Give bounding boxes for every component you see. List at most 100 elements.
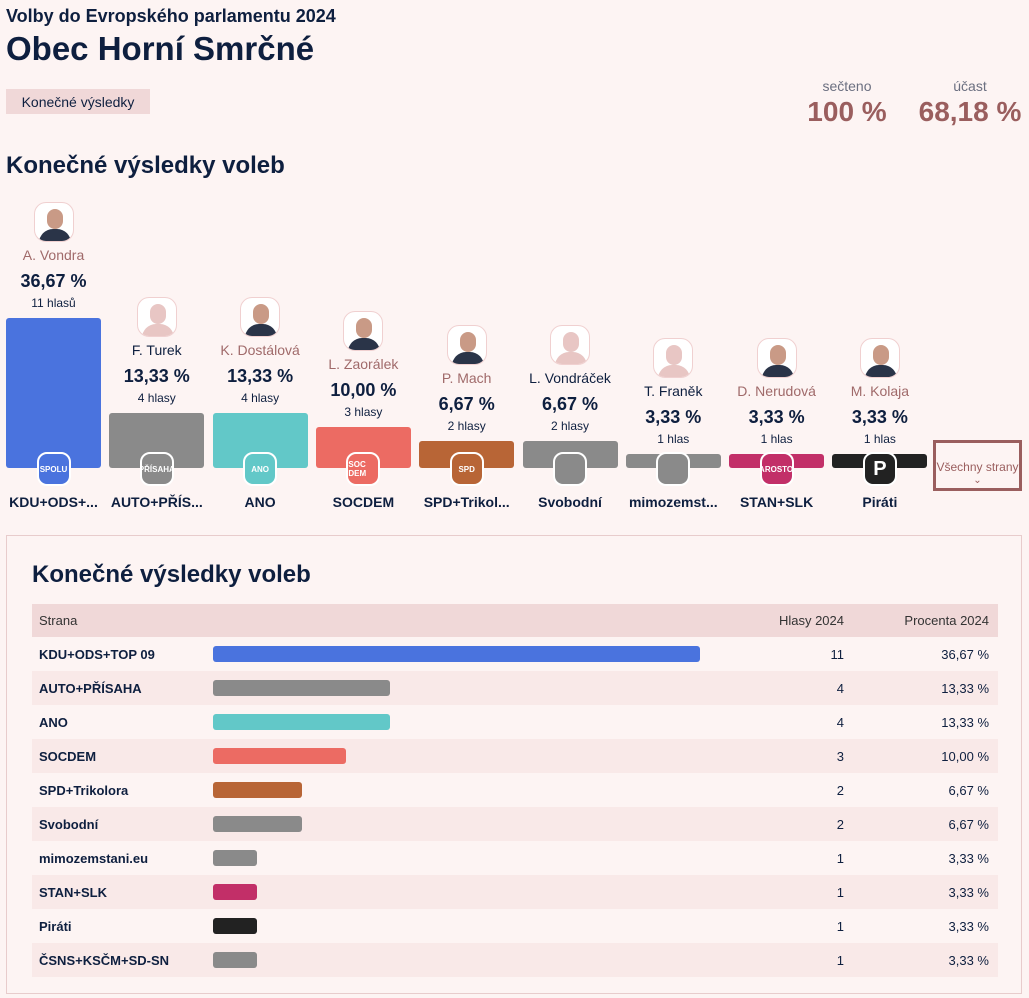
party-label[interactable]: SPD+Trikol... xyxy=(423,494,510,510)
section-title: Konečné výsledky voleb xyxy=(6,152,285,179)
row-bar-cell xyxy=(213,680,700,696)
candidate-name: A. Vondra xyxy=(22,246,85,263)
election-subtitle: Volby do Evropského parlamentu 2024 xyxy=(6,6,336,26)
candidate-name: P. Mach xyxy=(441,369,492,386)
party-column[interactable]: L. Zaorálek 10,00 % 3 hlasy xyxy=(315,190,411,468)
candidate-name: L. Zaorálek xyxy=(328,356,399,372)
row-percent: 3,33 % xyxy=(948,850,989,866)
party-logo-icon: STAROSTOVÉ xyxy=(759,452,794,486)
party-votes: 11 hlasů xyxy=(31,295,76,310)
candidate-photo xyxy=(136,297,177,338)
party-column[interactable]: K. Dostálová 13,33 % 4 hlasy xyxy=(212,190,308,468)
turnout-stat: účast 68,18 % xyxy=(914,78,1026,128)
party-percent: 36,67 % xyxy=(20,270,87,291)
table-row: SPD+Trikolora 2 6,67 % xyxy=(32,773,998,807)
table-row: Svobodní 2 6,67 % xyxy=(32,807,998,841)
party-percent: 3,33 % xyxy=(645,407,702,428)
row-bar xyxy=(213,782,302,798)
results-table-panel: Konečné výsledky voleb Strana Hlasy 2024… xyxy=(6,535,1022,994)
row-bar-cell xyxy=(213,748,700,764)
candidate-name: T. Franěk xyxy=(644,383,703,400)
row-bar xyxy=(213,714,391,730)
row-votes: 1 xyxy=(836,850,844,866)
row-votes: 4 xyxy=(836,680,844,696)
party-logo-icon: PŘÍSAHA xyxy=(139,452,174,486)
row-bar xyxy=(213,884,258,900)
party-logo-icon: SOC DEM xyxy=(346,452,381,486)
party-label[interactable]: STAN+SLK xyxy=(739,494,814,510)
party-label[interactable]: Piráti xyxy=(862,494,898,510)
party-logo-icon xyxy=(553,452,587,486)
row-bar xyxy=(213,816,302,832)
row-bar xyxy=(213,748,346,764)
row-percent: 3,33 % xyxy=(948,884,989,900)
party-percent: 13,33 % xyxy=(123,366,190,387)
party-column[interactable]: L. Vondráček 6,67 % 2 hlasy xyxy=(522,190,618,468)
row-bar-cell xyxy=(213,816,700,832)
page-title: Obec Horní Smrčné xyxy=(6,30,315,67)
row-percent: 3,33 % xyxy=(948,918,989,934)
row-bar-cell xyxy=(213,782,700,798)
row-bar-cell xyxy=(213,714,700,730)
header-party: Strana xyxy=(39,613,78,628)
party-logo-icon: SPOLU xyxy=(36,452,71,486)
turnout-value: 68,18 % xyxy=(918,96,1022,127)
row-bar-cell xyxy=(213,918,700,934)
candidate-photo xyxy=(859,338,900,379)
candidate-name: F. Turek xyxy=(131,342,182,359)
party-label[interactable]: SOCDEM xyxy=(332,494,395,510)
row-party-name: Piráti xyxy=(39,918,72,934)
party-percent: 13,33 % xyxy=(227,366,294,387)
candidate-photo xyxy=(33,201,74,242)
row-party-name: Svobodní xyxy=(39,816,99,832)
all-parties-button[interactable]: Všechny strany ⌄ xyxy=(933,440,1022,491)
header-votes: Hlasy 2024 xyxy=(778,613,844,628)
row-votes: 1 xyxy=(836,952,844,968)
party-label[interactable]: KDU+ODS+... xyxy=(9,494,98,510)
row-party-name: KDU+ODS+TOP 09 xyxy=(39,646,155,662)
candidate-photo xyxy=(343,311,384,351)
candidate-name: D. Nerudová xyxy=(737,383,816,400)
row-percent: 10,00 % xyxy=(941,748,989,764)
party-column[interactable]: M. Kolaja 3,33 % 1 hlas xyxy=(832,190,928,468)
row-party-name: AUTO+PŘÍSAHA xyxy=(39,680,142,696)
row-votes: 1 xyxy=(836,884,844,900)
party-bar xyxy=(6,317,101,468)
header-percent: Procenta 2024 xyxy=(904,613,989,628)
party-column[interactable]: D. Nerudová 3,33 % 1 hlas xyxy=(729,190,825,468)
row-bar xyxy=(213,952,258,968)
table-title: Konečné výsledky voleb xyxy=(32,561,311,588)
party-percent: 6,67 % xyxy=(541,393,599,414)
counted-label: sečteno xyxy=(822,78,872,94)
party-column[interactable]: F. Turek 13,33 % 4 hlasy xyxy=(109,190,205,468)
row-votes: 4 xyxy=(836,714,844,730)
row-bar xyxy=(213,646,700,662)
party-label[interactable]: ANO xyxy=(244,494,276,510)
row-percent: 13,33 % xyxy=(941,680,989,696)
row-votes: 1 xyxy=(836,918,844,934)
table-row: AUTO+PŘÍSAHA 4 13,33 % xyxy=(32,671,998,705)
party-column[interactable]: T. Franěk 3,33 % 1 hlas xyxy=(625,190,721,468)
party-percent: 6,67 % xyxy=(438,393,495,414)
party-label[interactable]: mimozemst... xyxy=(628,494,718,510)
party-votes: 2 hlasy xyxy=(550,418,590,433)
table-row: mimozemstani.eu 1 3,33 % xyxy=(32,841,998,875)
chevron-down-icon: ⌄ xyxy=(973,474,982,486)
party-percent: 10,00 % xyxy=(330,380,397,400)
row-percent: 3,33 % xyxy=(948,952,989,968)
row-bar-cell xyxy=(213,646,700,662)
row-percent: 36,67 % xyxy=(941,646,989,662)
party-votes: 3 hlasy xyxy=(344,405,383,419)
party-percent: 3,33 % xyxy=(851,407,908,428)
row-votes: 3 xyxy=(836,748,844,764)
header-bar xyxy=(213,613,700,629)
row-party-name: STAN+SLK xyxy=(39,884,108,900)
party-column[interactable]: A. Vondra 36,67 % 11 hlasů xyxy=(6,190,101,468)
party-column[interactable]: P. Mach 6,67 % 2 hlasy xyxy=(419,190,515,468)
candidate-name: L. Vondráček xyxy=(529,369,611,386)
row-votes: 2 xyxy=(836,782,844,798)
candidate-name: K. Dostálová xyxy=(220,342,300,359)
party-label[interactable]: AUTO+PŘÍS... xyxy=(110,494,203,510)
row-bar xyxy=(213,850,258,866)
party-label[interactable]: Svobodní xyxy=(538,494,602,510)
